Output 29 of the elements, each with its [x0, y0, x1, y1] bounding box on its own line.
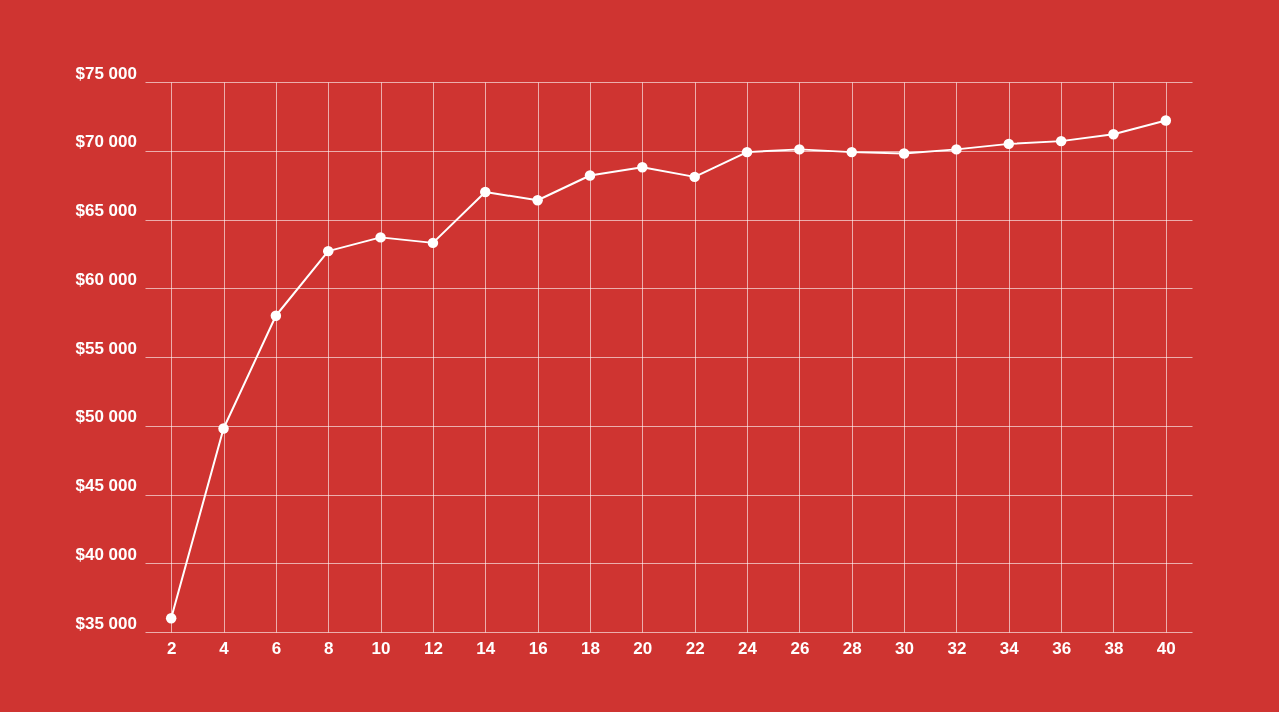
- x-tick-label: 36: [1052, 638, 1072, 658]
- x-tick-label: 10: [371, 638, 391, 658]
- y-tick-label: $75 000: [75, 63, 137, 83]
- x-tick-label: 40: [1156, 638, 1176, 658]
- x-tick-label: 30: [895, 638, 915, 658]
- y-tick-label: $55 000: [75, 338, 137, 358]
- x-tick-label: 4: [219, 638, 230, 658]
- y-tick-label: $35 000: [75, 613, 137, 633]
- x-tick-label: 14: [476, 638, 496, 658]
- x-tick-label: 6: [271, 638, 282, 658]
- x-tick-label: 22: [685, 638, 705, 658]
- y-tick-label: $65 000: [75, 201, 137, 220]
- x-tick-label: 2: [166, 638, 177, 658]
- x-tick-label: 28: [842, 638, 862, 658]
- x-tick-label: 8: [323, 638, 334, 658]
- y-tick-label: $50 000: [75, 407, 137, 427]
- x-tick-label: 34: [999, 638, 1020, 658]
- x-tick-label: 20: [633, 638, 653, 658]
- y-tick-label: $45 000: [75, 476, 137, 495]
- x-tick-label: 32: [947, 638, 967, 658]
- x-tick-label: 16: [528, 638, 548, 658]
- x-tick-label: 18: [581, 638, 600, 658]
- y-tick-label: $60 000: [75, 269, 137, 289]
- x-tick-label: 26: [790, 638, 810, 658]
- x-tick-label: 38: [1104, 638, 1124, 658]
- x-tick-label: 12: [423, 638, 443, 658]
- x-tick-label: 24: [738, 638, 758, 658]
- y-tick-label: $40 000: [75, 544, 137, 564]
- y-tick-label: $70 000: [75, 132, 137, 152]
